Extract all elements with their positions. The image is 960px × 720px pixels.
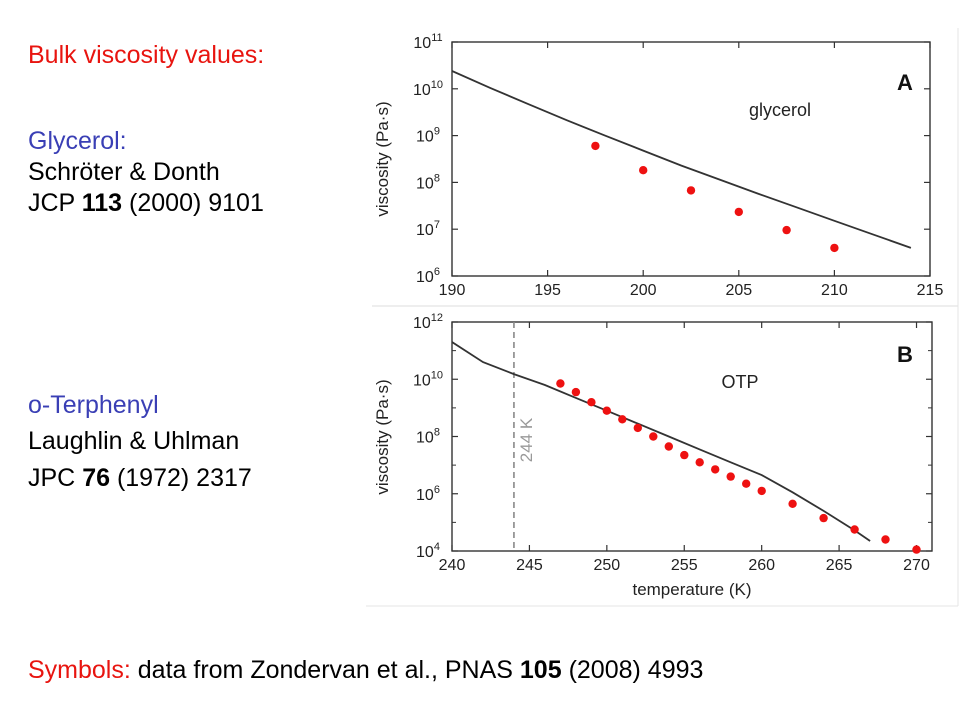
x-axis-label: temperature (K) — [632, 580, 751, 599]
y-tick-label: 1010 — [413, 369, 443, 389]
glycerol-year-page: (2000) 9101 — [129, 189, 264, 217]
x-tick-label: 245 — [516, 557, 543, 574]
x-tick-label: 250 — [593, 557, 620, 574]
heading: Bulk viscosity values: — [28, 41, 265, 69]
glycerol-label: Glycerol: — [28, 127, 127, 155]
data-point — [830, 243, 839, 253]
x-tick-label: 200 — [630, 282, 657, 299]
data-point — [695, 458, 704, 467]
y-axis-label: viscosity (Pa·s) — [373, 379, 392, 494]
x-tick-label: 210 — [821, 282, 848, 299]
x-tick-label: 240 — [439, 557, 466, 574]
vline-label: 244 K — [517, 417, 536, 462]
otp-volume: 76 — [82, 464, 110, 492]
otp-label: o-Terphenyl — [28, 391, 159, 419]
glycerol-journal: JCP — [28, 189, 75, 217]
glycerol-authors: Schröter & Donth — [28, 158, 220, 186]
data-point — [881, 535, 890, 544]
data-point — [788, 499, 797, 508]
data-point — [734, 207, 743, 217]
y-tick-label: 1011 — [413, 32, 442, 52]
y-tick-label: 1012 — [413, 312, 443, 332]
data-point — [571, 387, 581, 397]
otp-reference: JPC 76 (1972) 2317 — [28, 463, 252, 493]
symbols-volume: 105 — [519, 656, 562, 684]
model-curve — [452, 70, 912, 249]
y-tick-label: 109 — [416, 126, 440, 146]
data-point — [680, 450, 689, 460]
data-point — [618, 415, 627, 424]
panel-a-frame — [451, 41, 931, 277]
data-point — [556, 379, 565, 388]
viscosity-figure: 190 195 200 205 210 215 106 107 108 109 1010 1011 vi… — [366, 28, 959, 607]
x-tick-label: 190 — [439, 282, 466, 299]
y-tick-label: 108 — [416, 427, 440, 447]
data-point — [591, 141, 600, 151]
symbols-year-page: (2008) 4993 — [568, 656, 704, 684]
x-tick-label: 260 — [748, 557, 775, 574]
otp-authors: Laughlin & Uhlman — [28, 427, 240, 455]
panel-annotation: glycerol — [749, 100, 811, 120]
data-point — [726, 472, 735, 481]
data-point — [782, 225, 791, 235]
data-point — [912, 545, 921, 554]
otp-journal: JPC — [28, 464, 76, 492]
data-point — [633, 423, 642, 433]
x-tick-label: 205 — [725, 282, 752, 299]
panel-a: 190 195 200 205 210 215 106 107 108 109 1010 1011 vi… — [373, 32, 943, 299]
x-tick-label: 255 — [671, 557, 698, 574]
y-tick-label: 104 — [416, 541, 440, 561]
data-point — [711, 465, 720, 474]
panel-letter: A — [897, 70, 913, 95]
data-point — [587, 398, 596, 407]
data-point — [686, 186, 696, 195]
panel-b: 240 245 250 255 260 265 270 104 106 108 1010 1012 vi… — [373, 312, 933, 599]
x-tick-label: 265 — [826, 557, 853, 574]
panel-annotation: OTP — [721, 372, 758, 392]
symbols-reference: Symbols: data from Zondervan et al., PNA… — [28, 655, 703, 685]
y-tick-label: 106 — [416, 266, 440, 286]
data-point — [664, 442, 673, 451]
y-tick-label: 106 — [416, 484, 440, 504]
y-axis-label: viscosity (Pa·s) — [373, 101, 392, 216]
panel-letter: B — [897, 342, 913, 367]
x-tick-label: 270 — [903, 557, 930, 574]
data-point — [757, 486, 766, 496]
glycerol-volume: 113 — [81, 189, 123, 217]
data-point — [649, 432, 658, 441]
data-point — [742, 479, 751, 488]
symbols-text: data from Zondervan et al., PNAS — [137, 656, 513, 684]
data-point — [819, 513, 828, 523]
y-tick-label: 108 — [416, 172, 440, 192]
x-tick-label: 195 — [534, 282, 561, 299]
symbols-label: Symbols: — [28, 656, 131, 684]
data-point — [850, 525, 859, 534]
glycerol-reference: JCP 113 (2000) 9101 — [28, 188, 264, 218]
y-tick-label: 1010 — [413, 79, 443, 99]
data-point — [639, 166, 648, 175]
y-tick-label: 107 — [416, 219, 440, 239]
data-point — [602, 406, 611, 415]
model-curve — [452, 341, 871, 542]
otp-year-page: (1972) 2317 — [116, 464, 252, 492]
x-tick-label: 215 — [917, 282, 944, 299]
